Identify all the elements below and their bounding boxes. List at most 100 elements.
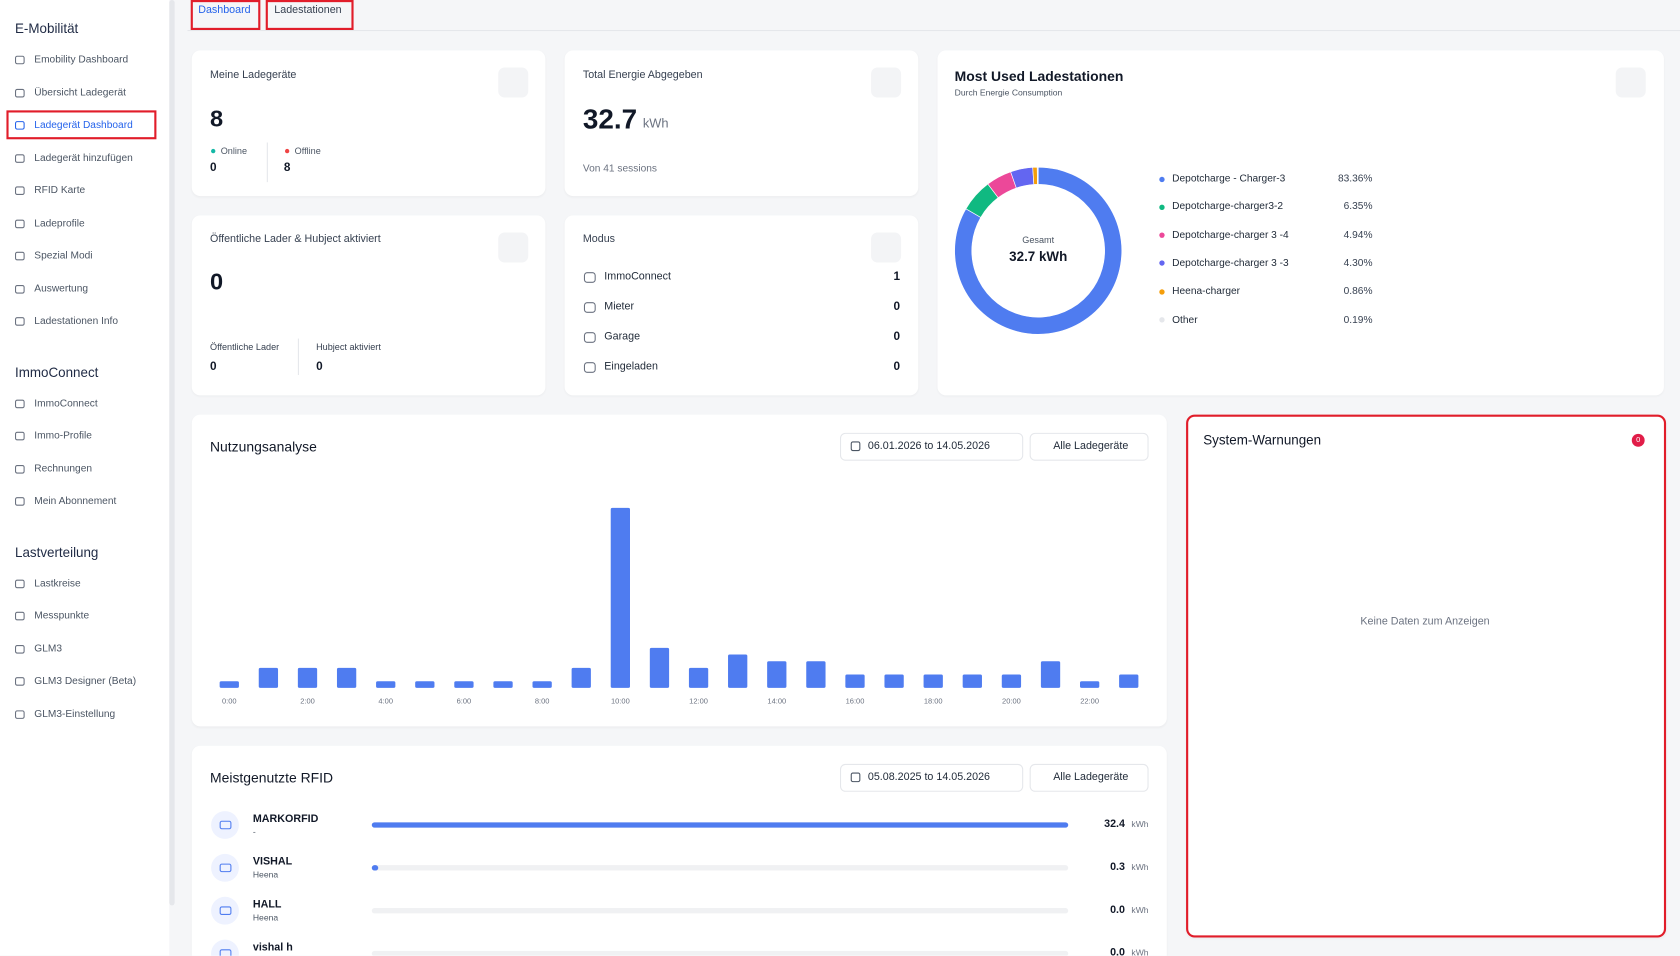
x-tick-label: 0:00	[221, 698, 237, 706]
stat-label: Online	[220, 145, 248, 157]
card-icon	[871, 232, 902, 263]
rfid-unit: kWh	[1131, 819, 1149, 830]
card-value: 0	[210, 267, 224, 295]
date-range-button[interactable]	[840, 432, 1024, 461]
card	[191, 215, 546, 396]
highlight-box	[265, 0, 354, 31]
sidebar-icon	[15, 399, 25, 408]
stat-value: 0	[210, 161, 217, 175]
legend-dot	[1159, 176, 1165, 182]
sidebar-icon	[15, 55, 25, 65]
sidebar-item[interactable]: Spezial Modi	[34, 249, 93, 262]
sidebar-item[interactable]: GLM3-Einstellung	[34, 707, 116, 720]
sidebar-item[interactable]: Messpunkte	[34, 609, 90, 622]
rfid-sub: Heena	[252, 912, 279, 923]
date-range: 06.01.2026 to 14.05.2026	[867, 440, 991, 453]
rfid-icon	[211, 811, 239, 839]
empty-message: Keine Daten zum Anzeigen	[1360, 616, 1490, 628]
sidebar	[0, 0, 170, 956]
legend-dot	[1159, 204, 1165, 210]
sidebar-item[interactable]: GLM3	[34, 642, 63, 655]
sidebar-icon	[15, 284, 25, 294]
sidebar-item[interactable]: Ladestationen Info	[34, 315, 119, 328]
sidebar-item[interactable]: Ladegerät Dashboard	[34, 119, 133, 131]
sidebar-item[interactable]: Übersicht Ladegerät	[34, 86, 126, 99]
legend-label: Depotcharge-charger 3 -3	[1172, 257, 1289, 270]
legend-dot	[1159, 288, 1165, 295]
x-tick-label: 16:00	[845, 698, 865, 706]
filter-button[interactable]	[1029, 763, 1149, 792]
sidebar-section-title: ImmoConnect	[15, 364, 99, 380]
legend-value: 4.30%	[1343, 257, 1373, 270]
x-tick-label: 20:00	[1002, 698, 1021, 706]
sidebar-icon	[15, 186, 25, 196]
mode-icon	[583, 272, 596, 283]
tab-bar-line	[187, 30, 1680, 32]
x-tick-label: 18:00	[923, 698, 943, 706]
tab[interactable]: Ladestationen	[274, 4, 342, 17]
sidebar-item[interactable]: Ladegerät hinzufügen	[34, 151, 133, 164]
divider	[266, 142, 268, 183]
sidebar-item[interactable]: Mein Abonnement	[34, 495, 117, 508]
rfid-name: vishal h	[252, 941, 293, 954]
sidebar-item[interactable]: ImmoConnect	[34, 397, 98, 410]
sidebar-icon	[15, 579, 25, 588]
rfid-sub: -	[252, 827, 256, 837]
donut-center-label: Gesamt	[1022, 234, 1055, 246]
sidebar-section-title: Lastverteilung	[15, 544, 99, 560]
badge-count: 0	[1636, 436, 1641, 445]
filter-button[interactable]	[1029, 432, 1149, 461]
card-title: Meistgenutzte RFID	[210, 769, 334, 786]
stat-value: 8	[283, 161, 291, 175]
mode-label: Mieter	[604, 301, 635, 313]
rfid-value: 0.3	[1110, 861, 1126, 874]
card-title: Meine Ladegeräte	[210, 69, 297, 82]
sidebar-item[interactable]: RFID Karte	[34, 184, 86, 197]
mode-icon	[583, 332, 596, 343]
sidebar-item[interactable]: Auswertung	[34, 282, 89, 295]
x-tick-label: 2:00	[300, 698, 315, 706]
calendar-icon	[850, 772, 861, 783]
sidebar-item[interactable]: Immo-Profile	[34, 429, 92, 442]
legend-dot	[1159, 232, 1165, 238]
stat-label: Hubject aktiviert	[316, 341, 381, 353]
date-range-button[interactable]	[840, 763, 1024, 792]
rfid-sub: Heena	[252, 870, 279, 880]
mode-value: 0	[893, 360, 901, 374]
sidebar-item[interactable]: GLM3 Designer (Beta)	[34, 675, 137, 688]
card-glyph	[219, 863, 232, 873]
tab[interactable]: Dashboard	[198, 4, 251, 17]
sidebar-icon	[15, 219, 25, 228]
scrollbar	[169, 0, 175, 906]
legend-label: Depotcharge-charger 3 -4	[1172, 229, 1289, 241]
legend-label: Depotcharge - Charger-3	[1172, 172, 1286, 185]
sidebar-item[interactable]: Ladeprofile	[34, 217, 85, 230]
rfid-icon	[211, 853, 239, 882]
donut-center-value: 32.7 kWh	[1009, 249, 1068, 265]
rfid-name: VISHAL	[252, 856, 293, 868]
card-title: Most Used Ladestationen	[954, 68, 1124, 85]
sidebar-icon	[15, 677, 25, 686]
card-title: Öffentliche Lader & Hubject aktiviert	[210, 233, 381, 246]
x-tick-label: 8:00	[534, 698, 550, 706]
sidebar-item[interactable]: Lastkreise	[34, 577, 81, 590]
rfid-unit: kWh	[1131, 948, 1149, 956]
sidebar-item[interactable]: Rechnungen	[34, 462, 93, 475]
mode-label: ImmoConnect	[604, 271, 671, 283]
stat-value: 0	[316, 360, 323, 374]
highlight-box	[6, 110, 157, 140]
card	[937, 50, 1664, 396]
x-tick-label: 6:00	[456, 698, 472, 706]
warnings-card	[1186, 414, 1667, 938]
mode-icon	[583, 302, 596, 313]
highlight-box	[190, 0, 261, 31]
sidebar-item[interactable]: Emobility Dashboard	[34, 53, 129, 66]
legend-label: Heena-charger	[1172, 285, 1241, 298]
rfid-icon	[211, 896, 239, 925]
sidebar-icon	[15, 88, 25, 97]
legend-value: 83.36%	[1337, 172, 1373, 185]
legend-value: 4.94%	[1343, 229, 1373, 241]
rfid-unit: kWh	[1131, 905, 1149, 916]
sidebar-icon	[15, 644, 25, 654]
card-title: System-Warnungen	[1203, 432, 1322, 448]
